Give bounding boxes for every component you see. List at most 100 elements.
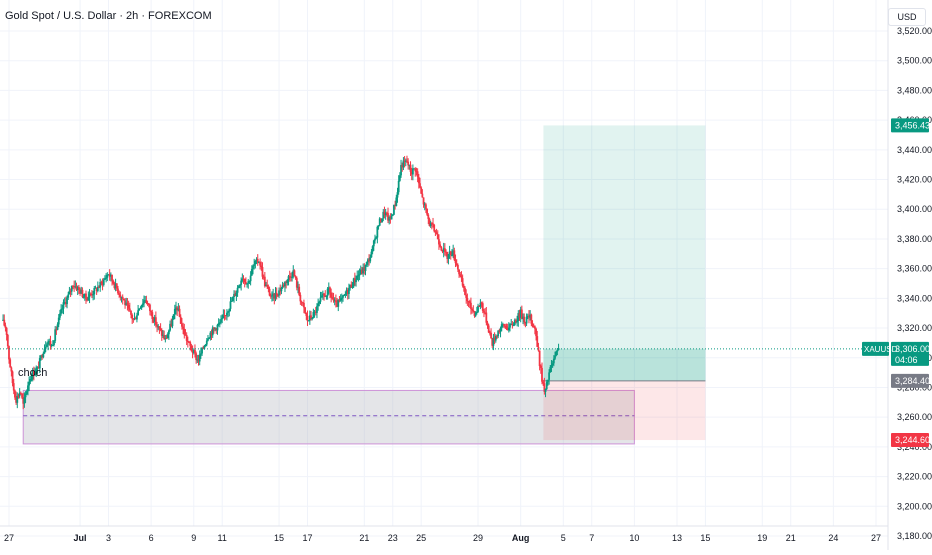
time-tick-19: 21 [786, 533, 796, 543]
candle-body-396 [471, 308, 474, 311]
candle-body-132 [158, 326, 161, 329]
candle-body-193 [230, 300, 233, 302]
candle-body-431 [512, 325, 515, 327]
candle-body-244 [291, 276, 293, 278]
candle-body-273 [325, 295, 328, 297]
candle-body-452 [537, 346, 540, 351]
candle-body-241 [287, 276, 290, 280]
candle-body-108 [130, 310, 132, 315]
candle-body-465 [552, 358, 555, 364]
candle-body-264 [314, 311, 317, 313]
candle-body-458 [544, 389, 547, 392]
candle-body-280 [333, 300, 336, 302]
demand-zone[interactable] [22, 389, 635, 445]
candle-body-408 [485, 312, 488, 323]
time-axis[interactable]: 27 Jul 3 6 9 11 15 17 21 23 25 29 Aug 5 7 10 13 15 19 21 24 2… [0, 525, 888, 543]
candle-body-467 [555, 351, 558, 356]
candle-body-123 [147, 303, 150, 305]
candle-body-389 [462, 285, 465, 288]
candle-body-347 [413, 168, 415, 170]
candle-body-237 [282, 284, 285, 287]
candle-body-74 [89, 293, 92, 295]
candle-body-359 [427, 214, 430, 219]
candle-body-131 [157, 326, 160, 328]
candle-body-96 [115, 283, 118, 289]
candle-body-22 [28, 381, 31, 386]
long-position-tool[interactable] [543, 125, 706, 441]
time-tick-11: 29 [473, 533, 483, 543]
candle-body-301 [358, 274, 361, 276]
candle-body-429 [510, 323, 513, 325]
candle-body-187 [223, 314, 226, 316]
time-tick-18: 19 [757, 533, 767, 543]
candle-body-142 [170, 323, 173, 327]
candle-body-348 [414, 168, 417, 172]
candle-body-77 [93, 287, 96, 295]
price-tick-10: 3,380.00 [897, 234, 932, 244]
candle-body-462 [549, 367, 552, 373]
time-tick-4: 9 [191, 533, 196, 543]
candle-body-190 [227, 311, 230, 313]
symbol-tag: XAUUSD [864, 345, 898, 354]
candle-body-354 [421, 193, 424, 198]
candle-body-67 [81, 289, 84, 297]
candle-body-328 [390, 216, 393, 220]
candle-body-114 [137, 310, 140, 316]
candle-body-344 [409, 164, 412, 172]
candle-body-306 [364, 264, 367, 271]
candle-body-358 [426, 208, 429, 215]
candle-body-356 [423, 204, 426, 206]
time-tick-1: Jul [74, 533, 87, 543]
candle-body-9 [12, 383, 15, 391]
candle-body-223 [266, 284, 269, 287]
candle-body-179 [214, 328, 216, 330]
candle-body-19 [24, 394, 27, 398]
candle-body-447 [531, 323, 534, 327]
time-tick-14: 7 [589, 533, 594, 543]
price-axis[interactable]: 3,180.003,200.003,220.003,240.003,260.00… [887, 0, 932, 550]
candle-body-73 [88, 293, 91, 298]
candle-body-286 [340, 297, 343, 299]
candle-body-430 [511, 323, 514, 326]
candle-body-232 [276, 295, 279, 297]
candle-body-311 [370, 251, 373, 258]
candle-body-425 [505, 326, 508, 329]
candle-body-186 [222, 314, 225, 319]
candle-body-336 [400, 165, 402, 176]
candle-body-178 [213, 327, 215, 329]
candle-body-144 [172, 314, 175, 320]
candle-body-225 [268, 288, 271, 296]
symbol-title[interactable]: Gold Spot / U.S. Dollar · 2h · FOREXCOM [5, 10, 212, 22]
candle-body-406 [483, 310, 485, 313]
candle-body-25 [31, 371, 34, 379]
candle-body-253 [301, 302, 304, 304]
candle-body-383 [455, 263, 458, 265]
candle-body-332 [395, 197, 398, 206]
candle-body-134 [160, 330, 163, 336]
candle-body-443 [526, 315, 529, 317]
candle-body-405 [481, 303, 484, 311]
candle-body-135 [162, 334, 164, 336]
candle-body-333 [396, 192, 399, 198]
price-tick-8: 3,340.00 [897, 293, 932, 303]
candle-body-133 [159, 328, 162, 331]
candle-body-52 [63, 302, 66, 304]
currency-button[interactable]: USD [888, 8, 926, 26]
candle-body-202 [241, 278, 244, 281]
candle-body-198 [236, 287, 239, 293]
last-price-label: 3,306.00 [895, 344, 930, 354]
candle-body-141 [169, 323, 171, 331]
candle-body-321 [382, 211, 385, 219]
candle-body-434 [516, 321, 519, 323]
candle-body-277 [330, 292, 333, 298]
stop-price-label: 3,244.60 [895, 435, 930, 445]
candle-body-245 [292, 270, 295, 277]
candle-body-145 [173, 308, 176, 315]
candle-body-323 [384, 212, 387, 216]
candle-body-201 [240, 280, 243, 285]
time-tick-21: 27 [871, 533, 881, 543]
candle-body-287 [342, 295, 344, 298]
candle-body-143 [171, 319, 174, 327]
